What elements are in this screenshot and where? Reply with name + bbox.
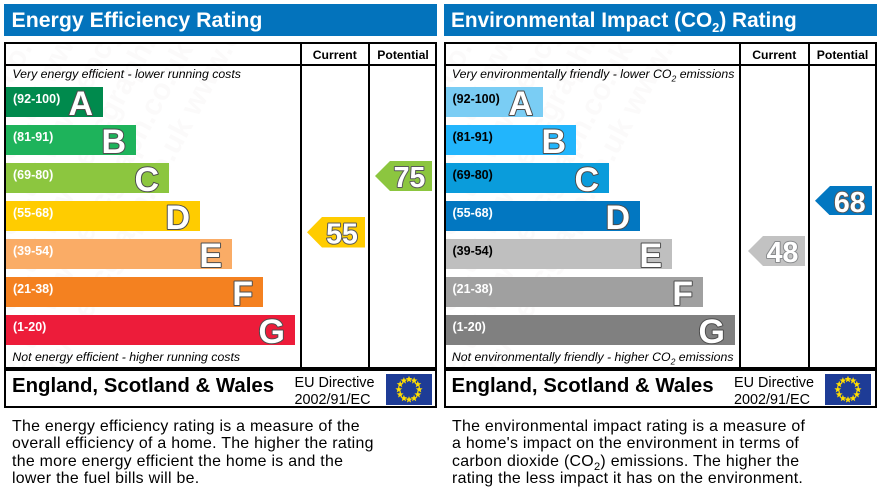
svg-text:68: 68: [833, 186, 865, 215]
svg-text:G: G: [259, 315, 285, 347]
svg-text:A: A: [68, 87, 93, 119]
svg-text:C: C: [574, 163, 599, 195]
svg-text:75: 75: [393, 162, 425, 191]
svg-text:C: C: [134, 163, 159, 195]
svg-text:48: 48: [766, 237, 798, 266]
svg-text:B: B: [541, 125, 566, 157]
svg-text:F: F: [672, 277, 693, 309]
svg-text:55: 55: [326, 218, 358, 247]
svg-text:E: E: [639, 239, 662, 271]
svg-text:F: F: [232, 277, 253, 309]
svg-text:D: D: [165, 201, 190, 233]
svg-text:E: E: [199, 239, 222, 271]
svg-text:B: B: [101, 125, 126, 157]
svg-text:G: G: [698, 315, 724, 347]
svg-text:D: D: [605, 201, 630, 233]
svg-text:A: A: [508, 87, 533, 119]
